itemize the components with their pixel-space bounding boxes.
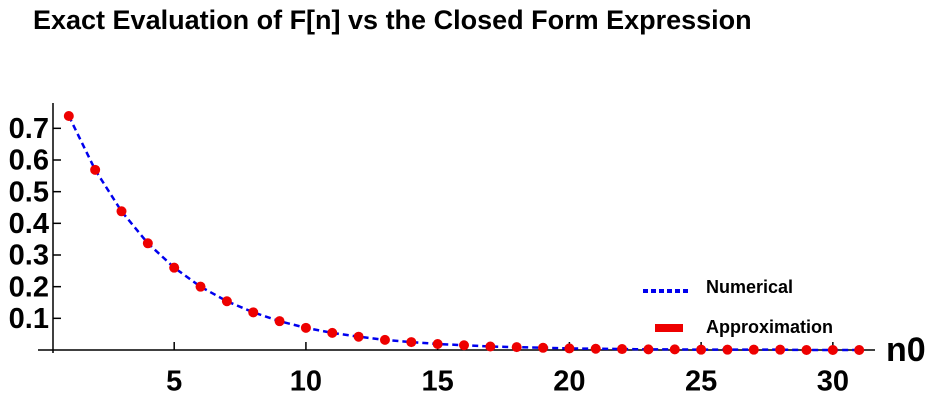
data-point: [564, 343, 575, 354]
legend-label: Approximation: [706, 317, 833, 337]
data-point: [590, 343, 601, 354]
x-axis-label: n0: [886, 331, 926, 369]
data-point: [353, 331, 364, 342]
data-point: [195, 281, 206, 292]
chart-title: Exact Evaluation of F[n] vs the Closed F…: [33, 5, 752, 35]
data-point: [459, 340, 469, 351]
data-point: [90, 164, 101, 175]
data-point: [406, 337, 417, 348]
data-point: [63, 110, 74, 121]
data-point: [221, 296, 232, 307]
data-point: [669, 344, 680, 355]
data-point: [379, 334, 390, 345]
data-point: [827, 345, 838, 355]
legend-swatch: [655, 324, 683, 332]
y-tick-label: 0.6: [9, 145, 49, 177]
y-tick-label: 0.7: [9, 113, 49, 145]
data-point: [274, 316, 285, 327]
y-tick-label: 0.3: [9, 240, 49, 272]
y-tick-label: 0.1: [9, 303, 49, 335]
y-tick-label: 0.4: [9, 208, 49, 240]
x-tick-label: 5: [166, 366, 182, 398]
x-tick-label: 15: [422, 366, 454, 398]
data-point: [116, 206, 127, 217]
data-point: [538, 342, 549, 353]
x-tick-label: 25: [685, 366, 717, 398]
data-point: [722, 344, 733, 355]
data-point: [617, 344, 628, 355]
data-point: [696, 344, 707, 355]
data-line: [67, 115, 860, 352]
x-tick-label: 30: [817, 366, 849, 398]
data-point: [485, 341, 496, 352]
x-tick-label: 10: [290, 366, 322, 398]
data-point: [300, 322, 311, 333]
data-point: [142, 238, 153, 249]
data-point: [511, 342, 522, 353]
legend-label: Numerical: [706, 277, 793, 297]
y-tick-label: 0.5: [9, 176, 49, 208]
data-point: [327, 327, 338, 338]
data-point: [248, 307, 259, 318]
data-point: [854, 345, 865, 355]
data-point: [169, 262, 180, 273]
data-point: [432, 338, 443, 349]
data-point: [775, 344, 786, 355]
data-point: [748, 344, 759, 355]
data-point: [801, 345, 812, 355]
data-point: [643, 344, 654, 355]
y-tick-label: 0.2: [9, 271, 49, 303]
x-tick-label: 20: [553, 366, 585, 398]
